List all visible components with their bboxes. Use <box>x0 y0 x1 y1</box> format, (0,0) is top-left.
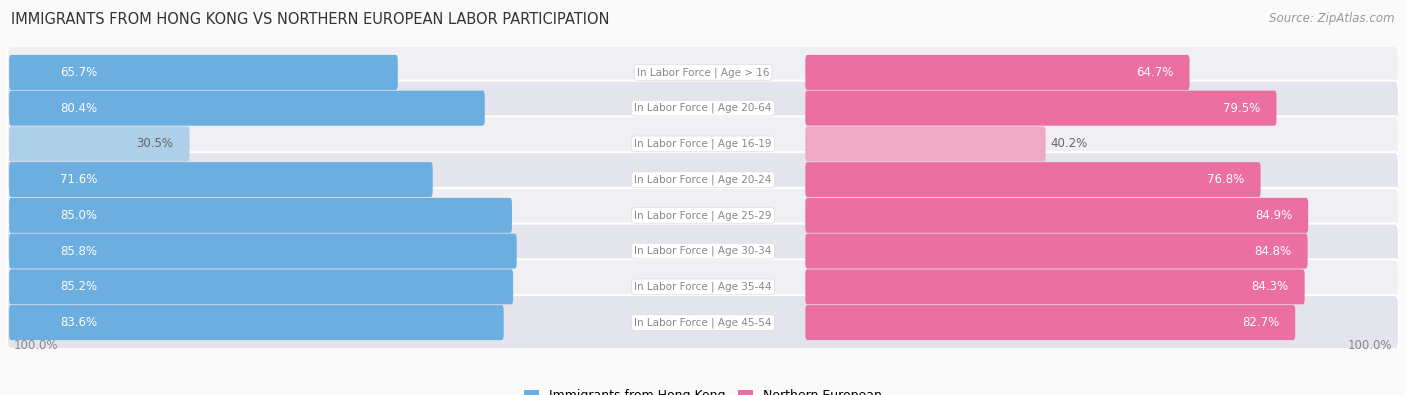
Text: 85.8%: 85.8% <box>60 245 97 258</box>
FancyBboxPatch shape <box>8 90 485 126</box>
FancyBboxPatch shape <box>8 162 433 197</box>
FancyBboxPatch shape <box>806 198 1308 233</box>
Text: 83.6%: 83.6% <box>60 316 97 329</box>
FancyBboxPatch shape <box>7 45 1399 100</box>
Text: In Labor Force | Age 30-34: In Labor Force | Age 30-34 <box>634 246 772 256</box>
FancyBboxPatch shape <box>8 305 503 340</box>
FancyBboxPatch shape <box>806 305 1295 340</box>
FancyBboxPatch shape <box>8 269 513 305</box>
Text: 84.3%: 84.3% <box>1251 280 1289 293</box>
Text: In Labor Force | Age 35-44: In Labor Force | Age 35-44 <box>634 282 772 292</box>
Text: 100.0%: 100.0% <box>1347 339 1392 352</box>
FancyBboxPatch shape <box>7 224 1399 278</box>
FancyBboxPatch shape <box>8 55 398 90</box>
Text: In Labor Force | Age 25-29: In Labor Force | Age 25-29 <box>634 210 772 221</box>
Text: 79.5%: 79.5% <box>1223 102 1260 115</box>
FancyBboxPatch shape <box>7 260 1399 314</box>
FancyBboxPatch shape <box>7 295 1399 350</box>
FancyBboxPatch shape <box>7 81 1399 135</box>
Text: In Labor Force | Age > 16: In Labor Force | Age > 16 <box>637 67 769 78</box>
FancyBboxPatch shape <box>806 90 1277 126</box>
Legend: Immigrants from Hong Kong, Northern European: Immigrants from Hong Kong, Northern Euro… <box>519 384 887 395</box>
Text: 40.2%: 40.2% <box>1050 137 1088 150</box>
Text: In Labor Force | Age 20-24: In Labor Force | Age 20-24 <box>634 174 772 185</box>
FancyBboxPatch shape <box>8 198 512 233</box>
FancyBboxPatch shape <box>7 152 1399 207</box>
Text: In Labor Force | Age 20-64: In Labor Force | Age 20-64 <box>634 103 772 113</box>
FancyBboxPatch shape <box>806 162 1261 197</box>
Text: In Labor Force | Age 16-19: In Labor Force | Age 16-19 <box>634 139 772 149</box>
FancyBboxPatch shape <box>806 269 1305 305</box>
FancyBboxPatch shape <box>8 126 190 162</box>
Text: 76.8%: 76.8% <box>1208 173 1244 186</box>
Text: 85.0%: 85.0% <box>60 209 97 222</box>
Text: 71.6%: 71.6% <box>60 173 97 186</box>
Text: In Labor Force | Age 45-54: In Labor Force | Age 45-54 <box>634 317 772 328</box>
Text: 100.0%: 100.0% <box>14 339 59 352</box>
Text: 84.9%: 84.9% <box>1256 209 1292 222</box>
FancyBboxPatch shape <box>7 188 1399 243</box>
Text: Source: ZipAtlas.com: Source: ZipAtlas.com <box>1270 12 1395 25</box>
Text: 65.7%: 65.7% <box>60 66 97 79</box>
FancyBboxPatch shape <box>806 233 1308 269</box>
Text: 84.8%: 84.8% <box>1254 245 1292 258</box>
FancyBboxPatch shape <box>806 55 1189 90</box>
FancyBboxPatch shape <box>806 126 1046 162</box>
Text: IMMIGRANTS FROM HONG KONG VS NORTHERN EUROPEAN LABOR PARTICIPATION: IMMIGRANTS FROM HONG KONG VS NORTHERN EU… <box>11 12 610 27</box>
Text: 85.2%: 85.2% <box>60 280 97 293</box>
FancyBboxPatch shape <box>7 117 1399 171</box>
Text: 30.5%: 30.5% <box>136 137 173 150</box>
Text: 80.4%: 80.4% <box>60 102 97 115</box>
Text: 82.7%: 82.7% <box>1241 316 1279 329</box>
Text: 64.7%: 64.7% <box>1136 66 1174 79</box>
FancyBboxPatch shape <box>8 233 516 269</box>
